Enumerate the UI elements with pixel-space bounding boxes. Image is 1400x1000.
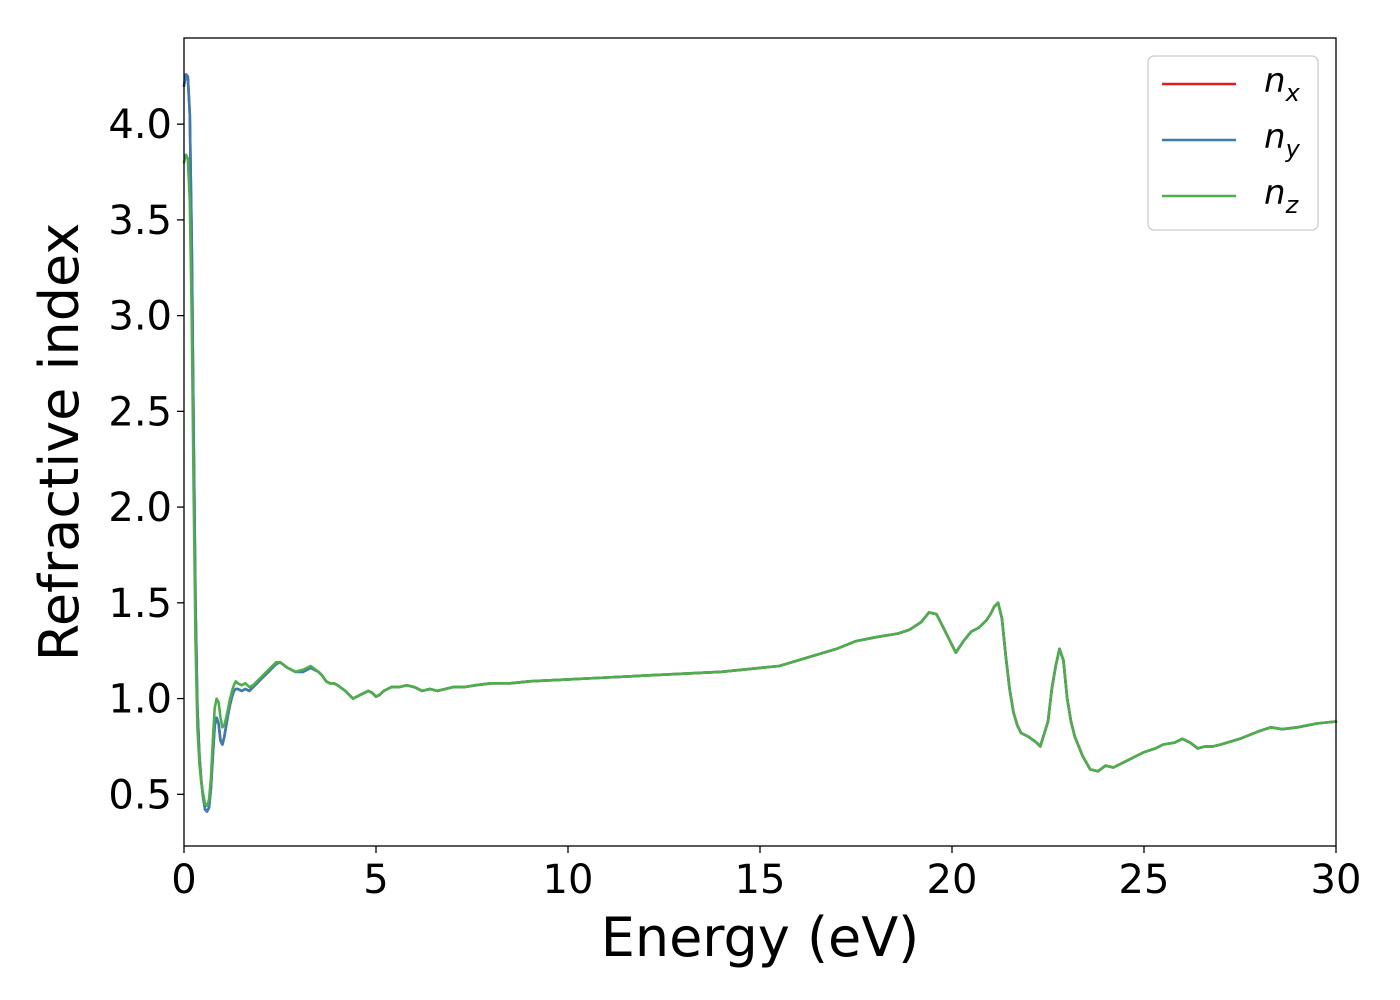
y-tick-label: 2.5 [108, 389, 172, 435]
y-tick-label: 2.0 [108, 485, 172, 531]
x-axis: 0 5 10 15 20 25 30 [171, 846, 1361, 903]
y-tick-label: 3.0 [108, 294, 172, 340]
x-tick-label: 15 [735, 857, 786, 903]
legend-label-subscript: x [1285, 79, 1301, 107]
legend-label-y: ny [1264, 117, 1301, 163]
legend-label-z: nz [1264, 173, 1300, 219]
x-axis-title: Energy (eV) [601, 906, 920, 969]
legend-label-subscript: y [1285, 135, 1301, 163]
y-tick-label: 0.5 [108, 772, 172, 818]
legend-label-base: n [1264, 173, 1286, 213]
x-tick-label: 5 [363, 857, 388, 903]
legend-box [1147, 55, 1319, 231]
x-tick-label: 30 [1311, 857, 1362, 903]
legend-label-x: nx [1264, 61, 1301, 107]
x-tick-label: 25 [1119, 857, 1170, 903]
legend-label-base: n [1264, 117, 1286, 157]
y-tick-label: 1.0 [108, 677, 172, 723]
y-axis-title: Refractive index [28, 223, 91, 662]
x-tick-label: 0 [171, 857, 196, 903]
legend-label-subscript: z [1285, 191, 1300, 219]
y-axis: 0.5 1.0 1.5 2.0 2.5 3.0 3.5 4.0 [108, 102, 184, 818]
series-layer [182, 73, 1338, 813]
x-tick-label: 20 [927, 857, 978, 903]
y-tick-label: 3.5 [108, 198, 172, 244]
y-tick-label: 1.5 [108, 581, 172, 627]
y-tick-label: 4.0 [108, 102, 172, 148]
series-line-z [182, 153, 1338, 808]
x-tick-label: 10 [543, 857, 594, 903]
legend-label-base: n [1264, 61, 1286, 101]
